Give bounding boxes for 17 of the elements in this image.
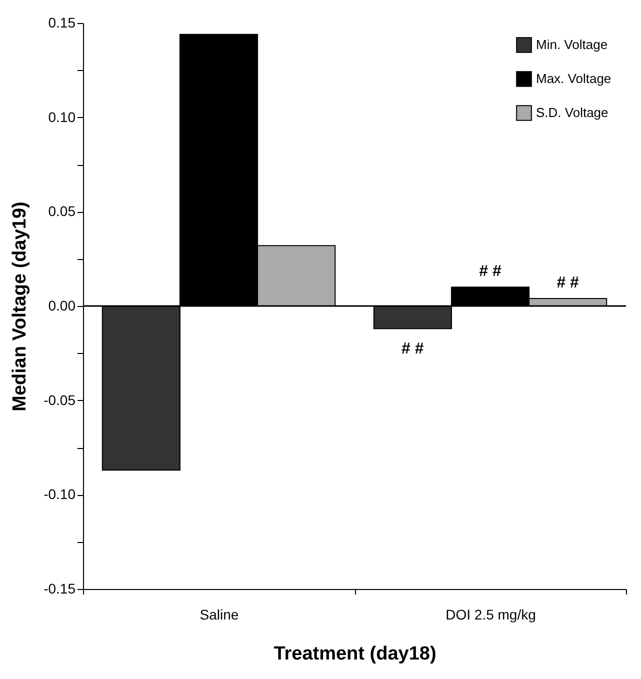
y-tick-label: -0.05 [44, 392, 76, 408]
y-tick-label: 0.10 [48, 108, 76, 125]
x-axis-title: Treatment (day18) [274, 644, 436, 664]
y-tick-label: 0.00 [48, 298, 76, 314]
y-tick-label: -0.10 [44, 486, 76, 502]
y-tick-label: 0.15 [48, 14, 76, 30]
x-tick-label: Saline [200, 606, 239, 622]
annotation: # # [402, 340, 424, 358]
legend-label: S.D. Voltage [536, 105, 608, 120]
legend-label: Max. Voltage [536, 71, 612, 86]
annotation: # # [479, 263, 502, 280]
x-tick-label: DOI 2.5 mg/kg [446, 606, 536, 622]
y-tick-label: -0.15 [44, 580, 76, 596]
legend-label: Min. Voltage [536, 37, 608, 52]
annotation: # # [556, 274, 580, 292]
y-axis-title: Median Voltage (day19) [10, 202, 31, 412]
y-tick-label: 0.05 [48, 203, 76, 220]
